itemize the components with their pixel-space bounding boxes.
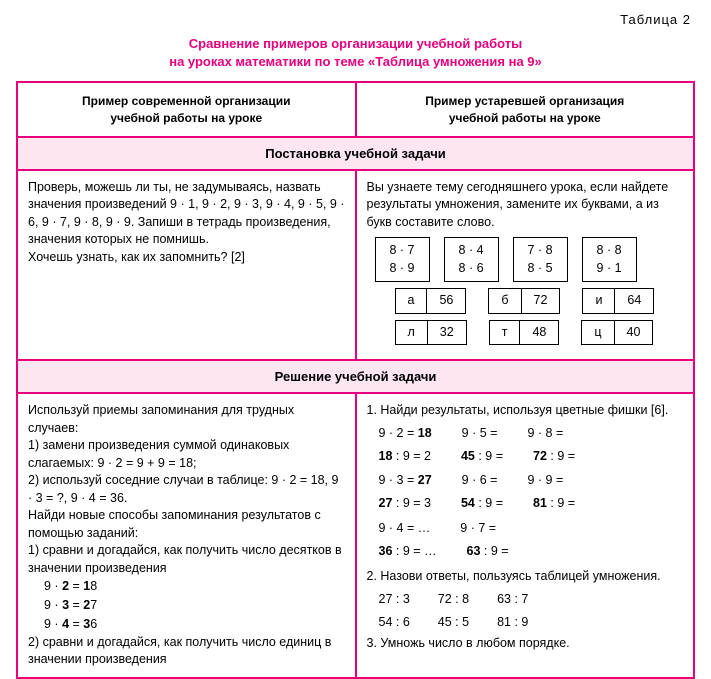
s1-right-cell: Вы узнаете тему сегодняшнего урока, если… [356, 170, 695, 361]
s2r-t2: 2. Назови ответы, пользуясь таблицей умн… [367, 568, 684, 586]
header-legacy: Пример устаревшей организация учебной ра… [356, 82, 695, 136]
s1-right-intro: Вы узнаете тему сегодняшнего урока, если… [367, 179, 684, 232]
s2l2: 1) замени произведения суммой одинаковых… [28, 437, 345, 472]
r1c: 72 : 9 = [533, 447, 575, 466]
r5a: 36 : 9 = … [379, 542, 437, 561]
problem-boxes-row: 8 · 7 8 · 9 8 · 4 8 · 6 7 · 8 8 · 5 8 · … [375, 237, 684, 282]
r2c: 9 · 9 = [527, 471, 563, 490]
lbT0: т [489, 320, 521, 346]
s2l4: Найди новые способы запоминания результа… [28, 507, 345, 542]
pb01: 8 · 9 [390, 260, 415, 278]
r2-1: 72 : 8 [438, 590, 469, 609]
s1-left-p1: Проверь, можешь ли ты, не задумываясь, н… [28, 179, 345, 249]
lbI1: 64 [615, 288, 654, 314]
s2-left-eqs: 9 · 2 = 18 9 · 3 = 27 9 · 4 = 36 [44, 577, 345, 633]
pb30: 8 · 8 [597, 242, 622, 260]
letter-pair-i: и 64 [582, 288, 654, 314]
letters-row-2: л 32 т 48 ц 40 [395, 320, 684, 346]
r3-0: 54 : 6 [379, 613, 410, 632]
letter-pair-l: л 32 [395, 320, 467, 346]
r2b: 9 · 6 = [462, 471, 498, 490]
header-modern-l2: учебной работы на уроке [26, 110, 347, 126]
pb21: 8 · 5 [528, 260, 553, 278]
s2l1: Используй приемы запоминания для трудных… [28, 402, 345, 437]
eq3: 9 · 4 = 36 [44, 615, 345, 634]
header-legacy-l1: Пример устаревшей организация [365, 93, 686, 109]
pb11: 8 · 6 [459, 260, 484, 278]
s2-right-cell: 1. Найди результаты, используя цветные ф… [356, 393, 695, 677]
s2r-t3: 3. Умножь число в любом порядке. [367, 635, 684, 653]
r0c: 9 · 8 = [527, 424, 563, 443]
header-legacy-l2: учебной работы на уроке [365, 110, 686, 126]
prob-box-1: 8 · 7 8 · 9 [375, 237, 430, 282]
r4a: 9 · 4 = … [379, 519, 431, 538]
s2l3: 2) используй соседние случаи в таблице: … [28, 472, 345, 507]
letters-row-1: а 56 б 72 и 64 [395, 288, 684, 314]
letter-pair-c: ц 40 [581, 320, 653, 346]
pb20: 7 · 8 [528, 242, 553, 260]
lbL0: л [395, 320, 428, 346]
lbT1: 48 [520, 320, 559, 346]
r4b: 9 · 7 = [460, 519, 496, 538]
lbI0: и [582, 288, 615, 314]
lbB0: б [488, 288, 521, 314]
r2-2: 63 : 7 [497, 590, 528, 609]
r2-0: 27 : 3 [379, 590, 410, 609]
comparison-table: Пример современной организации учебной р… [16, 81, 695, 678]
pb10: 8 · 4 [459, 242, 484, 260]
prob-box-3: 7 · 8 8 · 5 [513, 237, 568, 282]
r2a: 9 · 3 = 27 [379, 471, 432, 490]
pb31: 9 · 1 [597, 260, 622, 278]
document-title: Сравнение примеров организации учебной р… [16, 35, 695, 71]
prob-box-4: 8 · 8 9 · 1 [582, 237, 637, 282]
r0a: 9 · 2 = 18 [379, 424, 432, 443]
s2-left-cell: Используй приемы запоминания для трудных… [17, 393, 356, 677]
r3a: 27 : 9 = 3 [379, 494, 431, 513]
table-number-label: Таблица 2 [16, 12, 695, 27]
title-line-2: на уроках математики по теме «Таблица ум… [16, 53, 695, 71]
r5b: 63 : 9 = [467, 542, 509, 561]
eq2: 9 · 3 = 27 [44, 596, 345, 615]
r3c: 81 : 9 = [533, 494, 575, 513]
r1a: 18 : 9 = 2 [379, 447, 431, 466]
header-modern-l1: Пример современной организации [26, 93, 347, 109]
eq-rows: 9 · 2 = 18 9 · 5 = 9 · 8 = 18 : 9 = 2 45… [367, 424, 684, 561]
lbC1: 40 [615, 320, 654, 346]
lbC0: ц [581, 320, 614, 346]
lbL1: 32 [428, 320, 467, 346]
s2r-t1: 1. Найди результаты, используя цветные ф… [367, 402, 684, 420]
eq1: 9 · 2 = 18 [44, 577, 345, 596]
s1-left-cell: Проверь, можешь ли ты, не задумываясь, н… [17, 170, 356, 361]
r3b: 54 : 9 = [461, 494, 503, 513]
r3-2: 81 : 9 [497, 613, 528, 632]
lbA0: а [395, 288, 428, 314]
letter-pair-a: а 56 [395, 288, 467, 314]
s2l5: 1) сравни и догадайся, как получить числ… [28, 542, 345, 577]
pb00: 8 · 7 [390, 242, 415, 260]
section-header-1: Постановка учебной задачи [17, 137, 694, 170]
letter-pair-b: б 72 [488, 288, 560, 314]
lbA1: 56 [427, 288, 466, 314]
lbB1: 72 [522, 288, 561, 314]
r0b: 9 · 5 = [462, 424, 498, 443]
prob-box-2: 8 · 4 8 · 6 [444, 237, 499, 282]
letter-pair-t: т 48 [489, 320, 560, 346]
s1-left-p2: Хочешь узнать, как их запомнить? [2] [28, 249, 345, 267]
section-header-2: Решение учебной задачи [17, 360, 694, 393]
r3-1: 45 : 5 [438, 613, 469, 632]
s2l6: 2) сравни и догадайся, как получить числ… [28, 634, 345, 669]
header-modern: Пример современной организации учебной р… [17, 82, 356, 136]
r1b: 45 : 9 = [461, 447, 503, 466]
title-line-1: Сравнение примеров организации учебной р… [16, 35, 695, 53]
